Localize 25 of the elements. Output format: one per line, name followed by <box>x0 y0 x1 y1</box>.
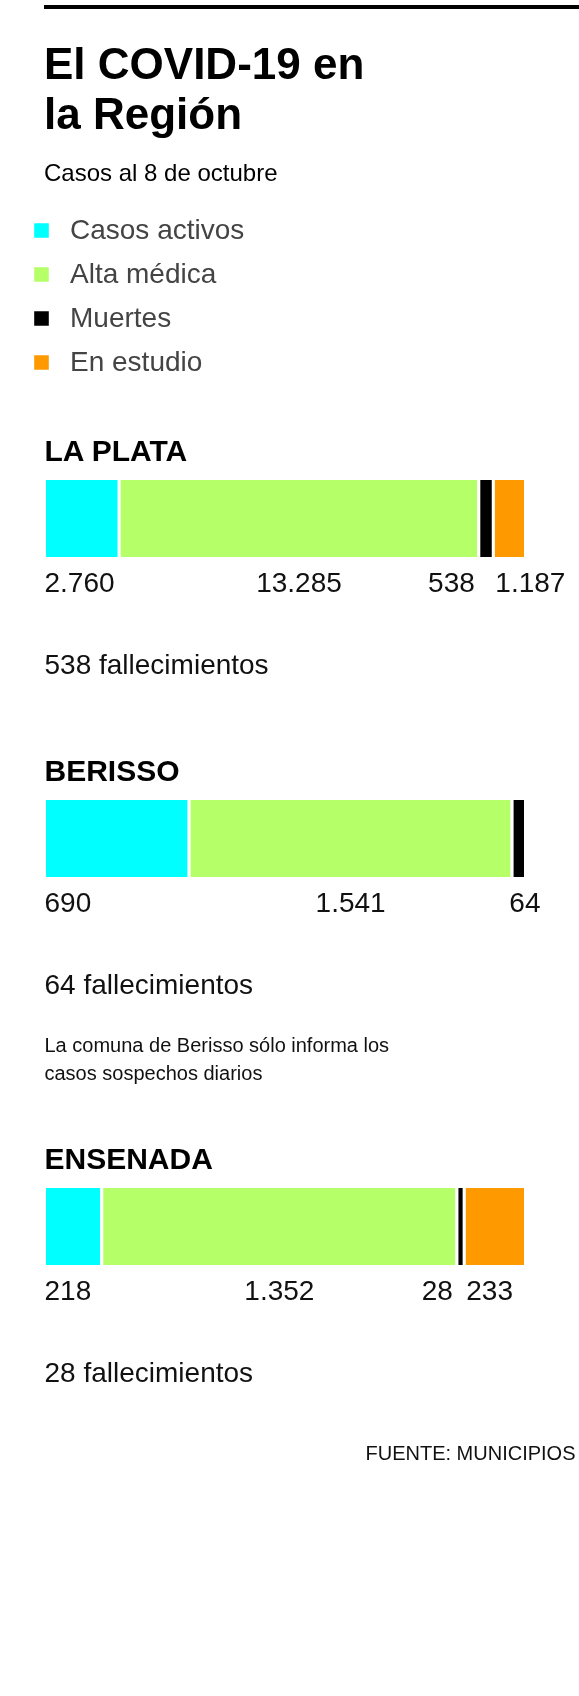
legend-label: Casos activos <box>70 214 245 246</box>
data-label: 13.285 <box>256 566 342 598</box>
data-label: 233 <box>466 1274 514 1306</box>
text: Casos al 8 de octubre <box>44 159 279 187</box>
data-label: 28 <box>421 1274 453 1306</box>
data-label: 1.541 <box>315 886 386 918</box>
chart-title: BERISSO <box>44 753 180 787</box>
text: 64 fallecimientos <box>44 968 254 1000</box>
data-label: 2.760 <box>44 566 115 598</box>
source-note: FUENTE: MUNICIPIOS <box>365 1441 576 1464</box>
legend-label: En estudio <box>70 346 203 378</box>
data-label: 690 <box>44 886 92 918</box>
data-label: 218 <box>44 1274 92 1306</box>
data-label: 64 <box>509 886 541 918</box>
legend-label: Alta médica <box>70 258 217 290</box>
text: 28 fallecimientos <box>44 1356 254 1388</box>
data-label: 538 <box>428 566 475 598</box>
chart-title: ENSENADA <box>44 1141 213 1175</box>
text: 538 fallecimientos <box>44 648 269 680</box>
text: La comuna de Berisso sólo informa los casos sospechos diarios <box>44 1033 390 1085</box>
data-label: 1.187 <box>495 566 566 598</box>
text: El COVID-19 en la Región <box>44 39 366 139</box>
data-label: 1.352 <box>244 1274 315 1306</box>
chart-title: LA PLATA <box>44 433 188 467</box>
legend-label: Muertes <box>70 302 172 334</box>
